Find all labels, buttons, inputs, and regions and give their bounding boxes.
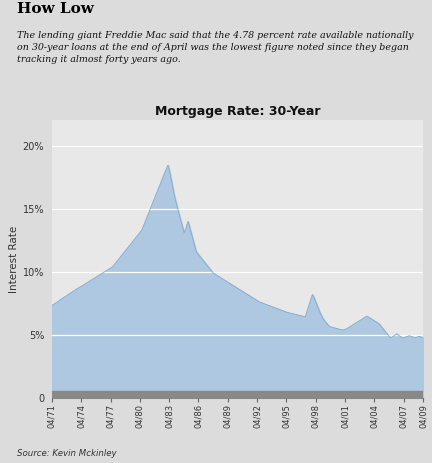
Text: The lending giant Freddie Mac said that the 4.78 percent rate available national: The lending giant Freddie Mac said that …: [17, 31, 414, 64]
Title: Mortgage Rate: 30-Year: Mortgage Rate: 30-Year: [155, 105, 321, 118]
Text: Source: Kevin Mckinley: Source: Kevin Mckinley: [17, 450, 117, 458]
Text: How Low: How Low: [17, 2, 94, 16]
Bar: [52, 391, 423, 402]
Y-axis label: Interest Rate: Interest Rate: [9, 225, 19, 293]
